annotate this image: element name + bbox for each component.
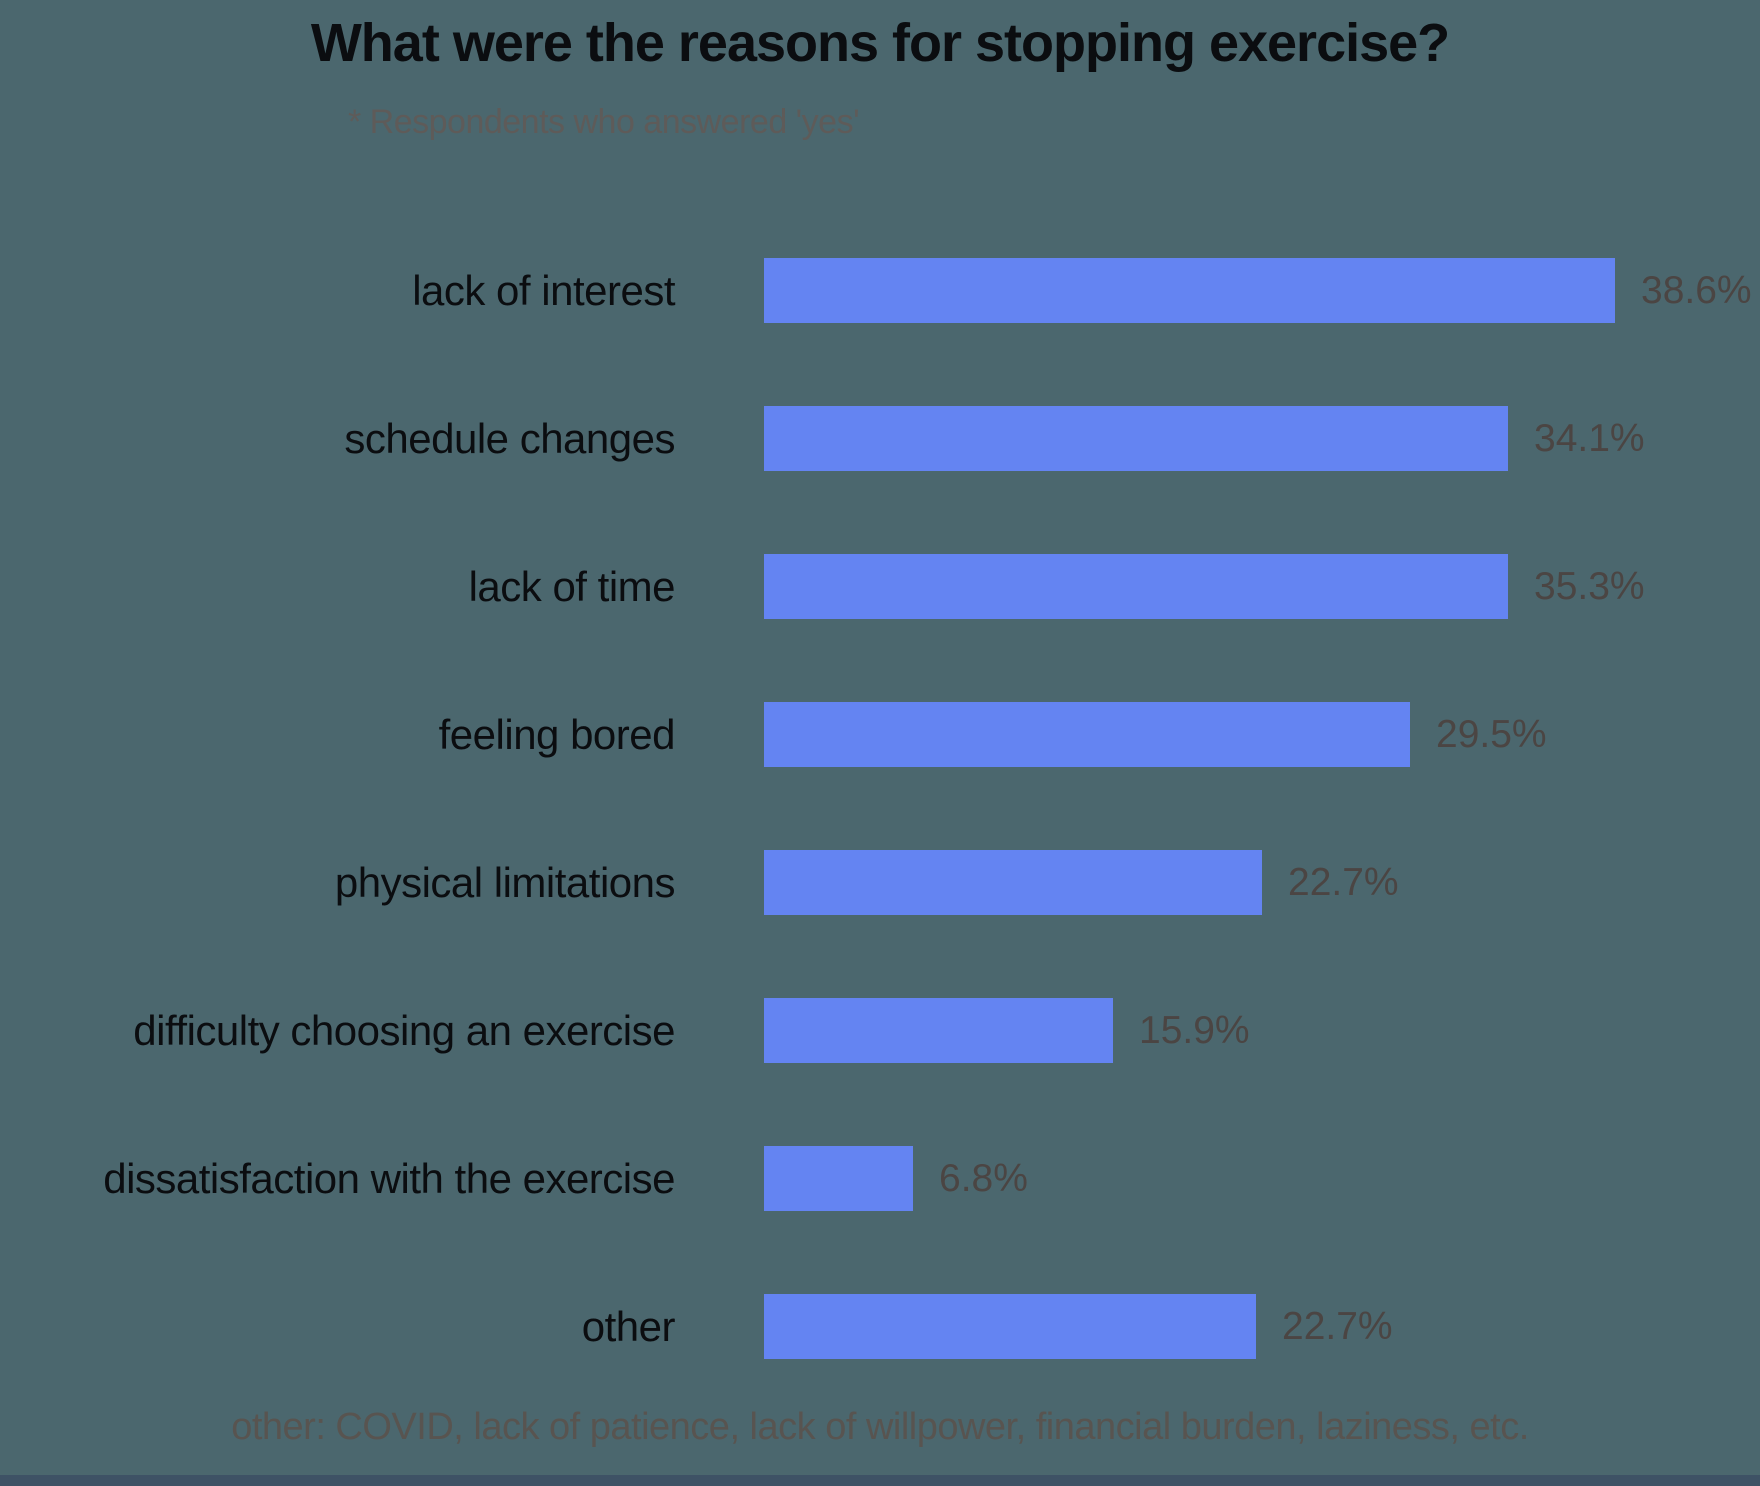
chart-row-lack-of-interest: lack of interest 38.6%	[0, 258, 1760, 323]
category-label: difficulty choosing an exercise	[133, 1006, 675, 1054]
chart-row-dissatisfaction: dissatisfaction with the exercise 6.8%	[0, 1146, 1760, 1211]
chart-row-difficulty-choosing: difficulty choosing an exercise 15.9%	[0, 998, 1760, 1063]
bar-feeling-bored	[764, 702, 1410, 767]
category-label: schedule changes	[344, 414, 675, 462]
value-label: 15.9%	[1139, 1008, 1250, 1052]
chart-subtitle: * Respondents who answered 'yes'	[348, 103, 860, 141]
chart-title: What were the reasons for stopping exerc…	[310, 13, 1450, 73]
value-label: 34.1%	[1534, 416, 1645, 460]
bar-chart: lack of interest 38.6% schedule changes …	[0, 258, 1760, 1359]
category-label: feeling bored	[438, 710, 676, 758]
chart-row-feeling-bored: feeling bored 29.5%	[0, 702, 1760, 767]
bar-dissatisfaction	[764, 1146, 913, 1211]
bar-other	[764, 1294, 1256, 1359]
value-label: 35.3%	[1534, 564, 1645, 608]
chart-footnote: other: COVID, lack of patience, lack of …	[231, 1406, 1529, 1448]
bar-physical-limitations	[764, 850, 1262, 915]
chart-row-physical-limitations: physical limitations 22.7%	[0, 850, 1760, 915]
category-label: dissatisfaction with the exercise	[103, 1154, 675, 1202]
value-label: 6.8%	[939, 1156, 1028, 1200]
category-label: lack of time	[468, 562, 676, 610]
category-label: other	[581, 1302, 676, 1350]
bar-lack-of-interest	[764, 258, 1615, 323]
category-label: physical limitations	[334, 858, 676, 906]
chart-row-schedule-changes: schedule changes 34.1%	[0, 406, 1760, 471]
bar-schedule-changes	[764, 406, 1508, 471]
bar-difficulty-choosing	[764, 998, 1113, 1063]
bottom-edge-strip	[0, 1475, 1760, 1486]
chart-row-lack-of-time: lack of time 35.3%	[0, 554, 1760, 619]
category-label: lack of interest	[412, 266, 675, 314]
value-label: 22.7%	[1282, 1304, 1393, 1348]
bar-lack-of-time	[764, 554, 1508, 619]
value-label: 22.7%	[1288, 860, 1399, 904]
chart-row-other: other 22.7%	[0, 1294, 1760, 1359]
value-label: 29.5%	[1436, 712, 1547, 756]
value-label: 38.6%	[1641, 268, 1752, 312]
